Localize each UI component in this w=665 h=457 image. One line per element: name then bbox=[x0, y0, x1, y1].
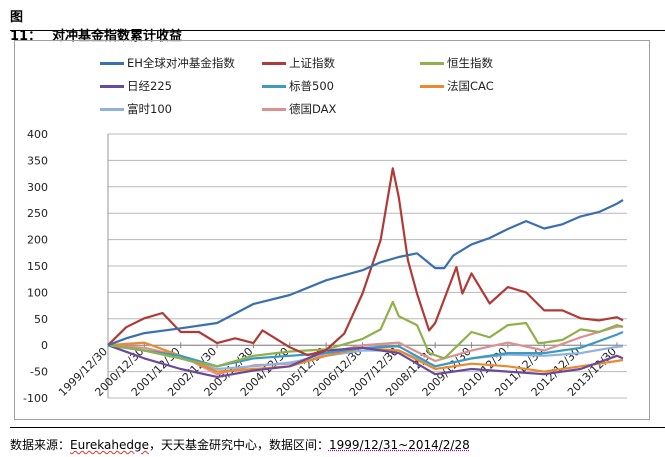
chart-frame bbox=[14, 40, 650, 420]
legend-swatch bbox=[262, 84, 286, 88]
y-tick-label: -50 bbox=[30, 366, 48, 379]
legend-item: 恒生指数 bbox=[420, 55, 493, 71]
source-note: 数据来源：Eurekahedge，天天基金研究中心，数据区间：1999/12/3… bbox=[10, 436, 470, 453]
y-tick-label: 150 bbox=[27, 260, 48, 273]
y-tick-label: 300 bbox=[27, 181, 48, 194]
source-label: 数据来源： bbox=[10, 438, 71, 452]
legend-item: 法国CAC bbox=[420, 78, 494, 94]
series-line-0 bbox=[107, 199, 624, 347]
y-tick-label: -100 bbox=[23, 392, 48, 405]
series-line-7 bbox=[107, 325, 623, 376]
bottom-rule bbox=[10, 427, 665, 428]
y-tick-label: 400 bbox=[27, 128, 48, 141]
y-tick-label: 250 bbox=[27, 207, 48, 220]
data-range: 1999/12/31~2014/2/28 bbox=[328, 438, 470, 452]
y-tick-label: 0 bbox=[41, 339, 48, 352]
legend-item: 富时100 bbox=[100, 101, 172, 117]
legend-label: 日经225 bbox=[127, 79, 172, 93]
series-line-2 bbox=[107, 300, 624, 368]
series-line-5 bbox=[107, 341, 624, 373]
legend-label: 恒生指数 bbox=[447, 56, 493, 70]
legend-swatch bbox=[262, 61, 286, 65]
legend-item: 德国DAX bbox=[262, 101, 336, 117]
legend-label: 富时100 bbox=[127, 102, 172, 116]
legend-label: 上证指数 bbox=[289, 56, 335, 70]
legend-label: EH全球对冲基金指数 bbox=[127, 56, 235, 70]
legend-item: 标普500 bbox=[262, 78, 334, 94]
series-line-4 bbox=[107, 330, 624, 368]
y-tick-label: 350 bbox=[27, 154, 48, 167]
y-tick-label: 50 bbox=[34, 313, 48, 326]
legend-swatch bbox=[100, 61, 124, 65]
source-rest: ，天天基金研究中心，数据区间： bbox=[148, 438, 329, 452]
series-line-1 bbox=[107, 167, 624, 357]
legend-item: EH全球对冲基金指数 bbox=[100, 55, 235, 71]
legend-swatch bbox=[420, 61, 444, 65]
legend-item: 日经225 bbox=[100, 78, 172, 94]
legend-label: 德国DAX bbox=[289, 102, 337, 116]
y-tick-label: 100 bbox=[27, 286, 48, 299]
top-rule bbox=[10, 30, 665, 31]
legend-swatch bbox=[100, 107, 124, 111]
source-name: Eurekahedge bbox=[70, 438, 149, 452]
legend-swatch bbox=[100, 84, 124, 88]
y-tick-label: 200 bbox=[27, 234, 48, 247]
legend-swatch bbox=[262, 107, 286, 111]
legend-item: 上证指数 bbox=[262, 55, 335, 71]
legend-label: 标普500 bbox=[289, 79, 334, 93]
legend-label: 法国CAC bbox=[447, 79, 494, 93]
series-line-3 bbox=[107, 344, 624, 378]
legend-swatch bbox=[420, 84, 444, 88]
